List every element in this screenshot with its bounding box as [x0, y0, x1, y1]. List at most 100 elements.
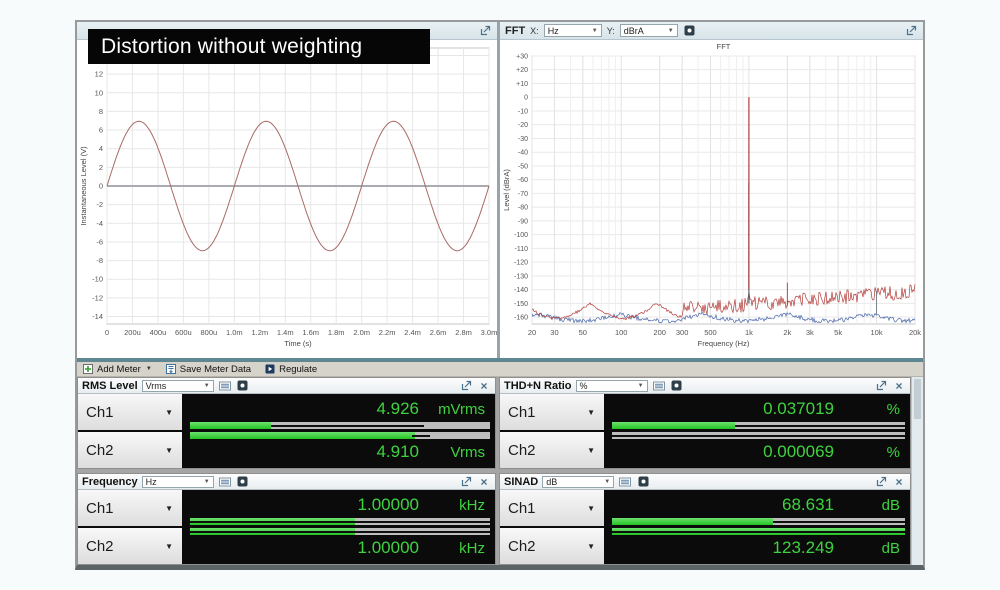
- level-bar-fill: [612, 518, 774, 525]
- meter-reading: 1.00000 kHz: [190, 492, 491, 518]
- fft-y-unit-select[interactable]: dBrA ▼: [619, 24, 678, 37]
- meter-value-unit: dB: [881, 539, 900, 557]
- channel-selector[interactable]: Ch1 ▼: [500, 490, 606, 526]
- svg-text:-100: -100: [514, 232, 528, 239]
- scope-panel: -14-12-10-8-6-4-2024681012140200u400u600…: [77, 22, 497, 358]
- meter-value-unit: %: [886, 400, 900, 418]
- svg-text:-30: -30: [518, 136, 528, 143]
- channel-label: Ch2: [508, 537, 536, 555]
- chevron-down-icon: ▼: [637, 382, 644, 389]
- meter-reading: 0.000069%: [612, 439, 906, 465]
- svg-text:-10: -10: [92, 275, 103, 284]
- svg-text:20k: 20k: [909, 328, 921, 337]
- svg-text:0: 0: [524, 95, 528, 102]
- graphs-row: -14-12-10-8-6-4-2024681012140200u400u600…: [77, 22, 923, 358]
- meter-settings-icon[interactable]: [670, 379, 684, 392]
- meter-layout-icon[interactable]: [618, 475, 632, 488]
- meter-unit-select[interactable]: Hz ▼: [141, 475, 214, 488]
- svg-text:-140: -140: [514, 287, 528, 294]
- svg-text:400u: 400u: [150, 328, 167, 337]
- play-icon: [265, 364, 275, 374]
- level-bar: [612, 422, 905, 429]
- svg-text:-70: -70: [518, 191, 528, 198]
- chevron-down-icon: ▼: [165, 541, 173, 551]
- channel-label: Ch2: [508, 441, 536, 459]
- channel-selector[interactable]: Ch2 ▼: [78, 432, 184, 468]
- meter-layout-icon[interactable]: [218, 379, 232, 392]
- chevron-down-icon: ▼: [203, 478, 210, 485]
- svg-text:-8: -8: [96, 256, 103, 265]
- svg-text:10: 10: [95, 88, 103, 97]
- scrollbar[interactable]: [911, 377, 923, 565]
- svg-text:-20: -20: [518, 122, 528, 129]
- chevron-down-icon: ▼: [591, 27, 598, 34]
- meter-layout-icon[interactable]: [652, 379, 666, 392]
- svg-text:-10: -10: [518, 108, 528, 115]
- svg-text:-130: -130: [514, 273, 528, 280]
- meter-settings-icon[interactable]: [236, 379, 250, 392]
- svg-text:2.0m: 2.0m: [353, 328, 370, 337]
- meter-settings-icon[interactable]: [636, 475, 650, 488]
- svg-text:-12: -12: [92, 293, 103, 302]
- svg-text:-40: -40: [518, 150, 528, 157]
- channel-selector[interactable]: Ch2 ▼: [500, 432, 606, 468]
- channel-selector[interactable]: Ch2 ▼: [500, 528, 606, 564]
- meter-header: SINAD dB ▼ ×: [500, 474, 910, 490]
- svg-text:20: 20: [528, 328, 536, 337]
- svg-text:4: 4: [99, 144, 103, 153]
- meter-header: Frequency Hz ▼ ×: [78, 474, 495, 490]
- popout-icon[interactable]: [874, 379, 888, 392]
- meter-unit-select[interactable]: Vrms ▼: [141, 379, 214, 392]
- svg-text:10k: 10k: [871, 328, 883, 337]
- close-icon[interactable]: ×: [480, 474, 488, 489]
- meter-value-unit: kHz: [459, 539, 485, 557]
- level-bar-fill: [190, 432, 415, 439]
- channel-selector[interactable]: Ch1 ▼: [78, 490, 184, 526]
- svg-text:-14: -14: [92, 312, 103, 321]
- meter-settings-icon[interactable]: [236, 475, 250, 488]
- fft-chart[interactable]: FFT-160-150-140-130-120-110-100-90-80-70…: [500, 40, 923, 358]
- fft-x-unit-select[interactable]: Hz ▼: [543, 24, 602, 37]
- channel-selector[interactable]: Ch1 ▼: [500, 394, 606, 430]
- save-meter-data-button[interactable]: Save Meter Data: [164, 363, 253, 376]
- vertical-splitter[interactable]: [497, 22, 500, 358]
- popout-icon[interactable]: [904, 24, 918, 37]
- svg-text:Time (s): Time (s): [284, 339, 312, 348]
- svg-text:-80: -80: [518, 205, 528, 212]
- svg-text:0: 0: [99, 182, 103, 191]
- svg-text:2.4m: 2.4m: [404, 328, 421, 337]
- meter-unit-select[interactable]: % ▼: [575, 379, 648, 392]
- svg-text:-160: -160: [514, 315, 528, 322]
- axis-settings-icon[interactable]: [683, 24, 697, 37]
- y-axis-label: Y:: [606, 25, 615, 36]
- add-meter-button[interactable]: Add Meter ▼: [81, 363, 154, 376]
- level-bar-fill: [612, 422, 736, 429]
- scrollbar-thumb[interactable]: [914, 379, 921, 419]
- channel-selector[interactable]: Ch2 ▼: [78, 528, 184, 564]
- level-bar: [612, 528, 905, 535]
- chevron-down-icon: ▼: [604, 478, 611, 485]
- close-icon[interactable]: ×: [895, 378, 903, 393]
- svg-text:1.2m: 1.2m: [251, 328, 268, 337]
- meter-unit-select[interactable]: dB ▼: [542, 475, 615, 488]
- channel-column: Ch1 ▼ Ch2 ▼: [500, 394, 606, 468]
- chevron-down-icon: ▼: [587, 445, 595, 455]
- popout-icon[interactable]: [459, 475, 473, 488]
- horizontal-splitter[interactable]: [77, 358, 923, 362]
- popout-icon[interactable]: [478, 24, 492, 37]
- close-icon[interactable]: ×: [895, 474, 903, 489]
- meter-value-unit: %: [886, 443, 900, 461]
- popout-icon[interactable]: [459, 379, 473, 392]
- scope-chart[interactable]: -14-12-10-8-6-4-2024681012140200u400u600…: [77, 40, 497, 358]
- regulate-button[interactable]: Regulate: [263, 363, 319, 376]
- popout-icon[interactable]: [874, 475, 888, 488]
- meter-layout-icon[interactable]: [218, 475, 232, 488]
- fft-panel: FFT X: Hz ▼ Y: dBrA ▼ FFT -160 -150 -140 -130: [500, 22, 923, 358]
- svg-text:FFT: FFT: [717, 42, 731, 51]
- svg-text:-4: -4: [96, 219, 103, 228]
- channel-selector[interactable]: Ch1 ▼: [78, 394, 184, 430]
- meter-reading: 68.631 dB: [612, 492, 906, 518]
- svg-text:200: 200: [653, 328, 666, 337]
- svg-text:0: 0: [105, 328, 109, 337]
- close-icon[interactable]: ×: [480, 378, 488, 393]
